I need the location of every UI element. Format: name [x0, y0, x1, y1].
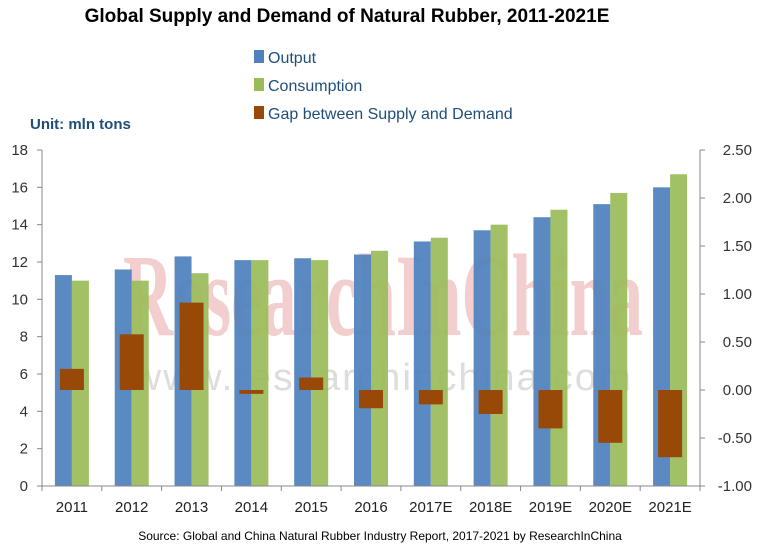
bar-gap — [418, 390, 443, 405]
x-tick-label: 2011 — [56, 499, 88, 516]
left-tick-label: 12 — [11, 254, 28, 271]
left-tick-label: 8 — [20, 329, 28, 346]
legend-label-output: Output — [268, 50, 317, 67]
left-tick-label: 4 — [20, 403, 28, 420]
bar-gap — [658, 390, 683, 458]
unit-label: Unit: mln tons — [30, 116, 131, 133]
source-note: Source: Global and China Natural Rubber … — [138, 529, 622, 543]
legend-label-gap: Gap between Supply and Demand — [268, 106, 513, 123]
x-tick-label: 2020E — [589, 499, 632, 516]
left-tick-label: 6 — [20, 366, 28, 383]
bar-gap — [598, 390, 623, 443]
chart-title: Global Supply and Demand of Natural Rubb… — [85, 6, 610, 27]
x-tick-label: 2016 — [354, 499, 387, 516]
left-tick-label: 16 — [11, 179, 28, 196]
bar-gap — [359, 390, 383, 409]
right-tick-label: 1.50 — [723, 238, 752, 255]
bar-output — [234, 260, 252, 486]
bar-output — [533, 217, 551, 486]
bar-output — [294, 258, 312, 486]
left-tick-label: 14 — [11, 217, 28, 234]
bar-gap — [299, 377, 324, 390]
bars — [54, 174, 688, 487]
legend-swatch-gap — [254, 106, 264, 119]
right-tick-label: -1.00 — [718, 478, 752, 495]
bar-gap — [239, 390, 264, 394]
bar-consumption — [550, 209, 568, 486]
bar-gap — [538, 390, 563, 429]
x-tick-label: 2014 — [235, 499, 268, 516]
x-tick-label: 2021E — [648, 499, 691, 516]
legend: Output Consumption Gap between Supply an… — [254, 50, 513, 123]
right-tick-label: -0.50 — [718, 430, 752, 447]
right-tick-label: 2.00 — [723, 190, 752, 207]
right-tick-label: 2.50 — [723, 142, 752, 159]
bar-consumption — [311, 260, 329, 486]
bar-consumption — [251, 260, 269, 486]
x-tick-label: 2017E — [409, 499, 452, 516]
right-tick-label: 1.00 — [723, 286, 752, 303]
x-tick-label: 2012 — [115, 499, 148, 516]
bar-output — [593, 204, 611, 486]
bar-consumption — [430, 237, 448, 486]
left-tick-label: 0 — [20, 478, 28, 495]
legend-swatch-output — [254, 50, 264, 63]
bar-consumption — [490, 224, 508, 486]
x-tick-label: 2015 — [294, 499, 327, 516]
x-tick-label: 2013 — [175, 499, 208, 516]
bar-gap — [179, 302, 204, 390]
bar-gap — [478, 390, 503, 414]
x-tick-label: 2019E — [529, 499, 572, 516]
right-tick-label: 0.50 — [723, 334, 752, 351]
bar-consumption — [371, 250, 388, 486]
left-tick-label: 2 — [20, 441, 28, 458]
right-tick-label: 0.00 — [723, 382, 752, 399]
bar-gap — [119, 334, 144, 390]
axes: 0 2 4 6 8 10 12 14 16 18 -1.00 -0.50 0.00 0.50 1.00 1.5… — [11, 142, 752, 516]
x-tick-label: 2018E — [469, 499, 512, 516]
left-tick-label: 18 — [11, 142, 28, 159]
left-tick-label: 10 — [11, 291, 28, 308]
bar-gap — [59, 368, 84, 390]
bar-output — [413, 241, 431, 486]
bar-output — [473, 230, 491, 486]
legend-label-consumption: Consumption — [268, 78, 362, 95]
bar-output — [354, 254, 371, 486]
legend-swatch-consumption — [254, 78, 264, 91]
